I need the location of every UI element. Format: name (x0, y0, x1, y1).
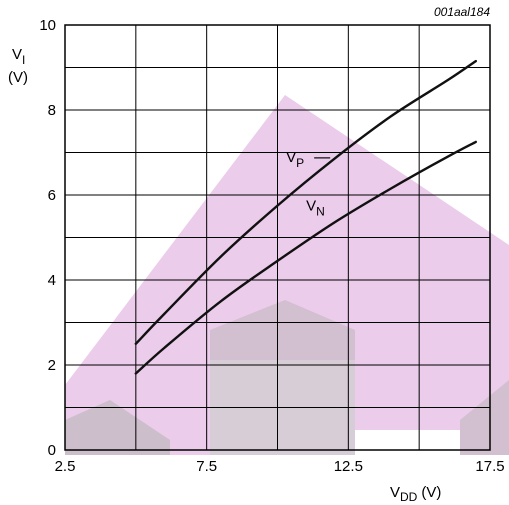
y-axis-subscript: I (22, 53, 25, 67)
y-tick-label: 6 (48, 187, 56, 204)
chart-code: 001aal184 (434, 5, 490, 19)
x-axis-subscript: DD (400, 490, 418, 504)
x-axis-label: VDD (V) (390, 484, 441, 504)
y-tick-label: 0 (48, 442, 56, 459)
series-line-vp (134, 59, 477, 345)
x-tick-label: 17.5 (475, 458, 504, 475)
plot-border (64, 24, 491, 451)
watermark-shape-grey-right (460, 380, 509, 455)
y-tick-label: 4 (48, 272, 56, 289)
y-tick-label: 10 (39, 17, 56, 34)
y-tick-label: 8 (48, 102, 56, 119)
series-layer: VP VN (134, 59, 477, 375)
y-axis-unit: (V) (8, 69, 28, 86)
y-tick-labels: 0 2 4 6 8 10 (39, 17, 56, 459)
x-axis-unit: (V) (421, 484, 441, 501)
plot-frame (64, 24, 491, 451)
y-tick-label: 2 (48, 357, 56, 374)
x-tick-label: 2.5 (55, 458, 76, 475)
x-tick-label: 12.5 (334, 458, 363, 475)
series-label-vp: VP (286, 149, 304, 170)
watermark-shape-grey-left (65, 400, 170, 455)
y-axis-label: VI (12, 46, 25, 67)
series-label-vn: VN (306, 198, 325, 219)
watermark-shape-grey-mid (210, 300, 355, 455)
x-tick-label: 7.5 (196, 458, 217, 475)
x-axis-symbol: V (390, 484, 400, 501)
x-tick-labels: 2.5 7.5 12.5 17.5 (55, 458, 505, 475)
y-axis-symbol: V (12, 46, 22, 63)
series-line-vn (134, 140, 477, 375)
